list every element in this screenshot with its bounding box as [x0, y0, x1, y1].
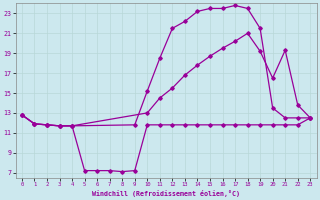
- X-axis label: Windchill (Refroidissement éolien,°C): Windchill (Refroidissement éolien,°C): [92, 190, 240, 197]
